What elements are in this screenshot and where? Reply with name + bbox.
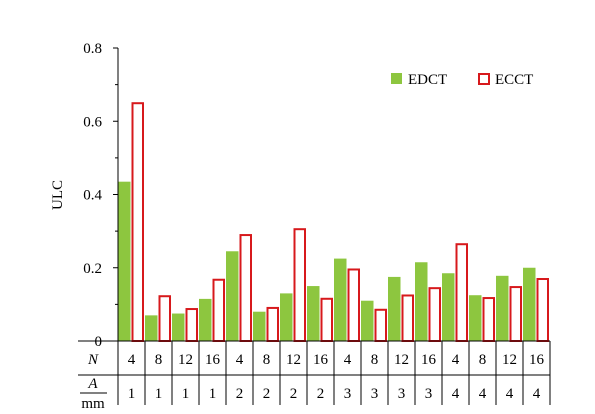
- category-n-label: 8: [479, 352, 487, 368]
- y-tick-label: 0.4: [83, 188, 102, 204]
- category-a-label: 2: [290, 386, 298, 402]
- y-tick-label: 0.8: [83, 41, 102, 57]
- bar-edct: [307, 286, 320, 341]
- bar-edct: [469, 295, 482, 341]
- bar-edct: [496, 275, 509, 341]
- category-a-label: 1: [155, 386, 163, 402]
- bar-ecct: [536, 278, 549, 343]
- category-a-label: 4: [479, 386, 487, 402]
- category-a-label: 4: [533, 386, 541, 402]
- category-n-label: 12: [286, 352, 301, 368]
- bar-edct: [523, 267, 536, 341]
- bar-ecct: [428, 287, 441, 343]
- category-a-label: 2: [236, 386, 244, 402]
- category-n-label: 16: [421, 352, 437, 368]
- category-n-label: 12: [394, 352, 409, 368]
- row-label-a-unit: mm: [81, 396, 105, 412]
- bar-ecct: [455, 243, 468, 342]
- bar-ecct: [212, 278, 225, 342]
- category-table: 4 1 8 1 12 1 16 1 4 2 8 2 12 2 16 2 4 3 8 3 12 3 16 3 4 4 8 4 12 4 16 4…: [78, 340, 551, 412]
- category-a-label: 1: [209, 386, 217, 402]
- bar-edct: [226, 251, 239, 341]
- category-a-label: 2: [263, 386, 271, 402]
- category-n-label: 12: [178, 352, 193, 368]
- bar-ecct: [266, 306, 279, 342]
- bar-ecct: [374, 308, 387, 342]
- category-a-label: 1: [182, 386, 190, 402]
- bar-ecct: [320, 297, 333, 342]
- category-a-label: 2: [317, 386, 325, 402]
- category-n-label: 16: [313, 352, 329, 368]
- category-n-label: 8: [371, 352, 379, 368]
- bar-edct: [145, 315, 158, 341]
- legend-swatch-ecct: [478, 73, 490, 85]
- category-a-label: 3: [398, 386, 406, 402]
- bar-ecct: [158, 295, 171, 342]
- category-n-label: 16: [205, 352, 221, 368]
- category-n-label: 12: [502, 352, 517, 368]
- bar-edct: [361, 300, 374, 341]
- bar-ecct: [239, 234, 252, 342]
- category-a-label: 1: [128, 386, 136, 402]
- category-n-label: 8: [263, 352, 271, 368]
- bar-ecct: [293, 228, 306, 343]
- category-n-label: 4: [236, 352, 244, 368]
- category-a-label: 3: [344, 386, 352, 402]
- legend-label-edct: EDCT: [408, 72, 447, 88]
- bar-edct: [253, 311, 266, 341]
- category-n-label: 4: [344, 352, 352, 368]
- bar-ecct: [482, 297, 495, 342]
- bar-edct: [280, 293, 293, 341]
- y-tick-label: 0.6: [83, 114, 102, 130]
- bar-ecct: [509, 286, 522, 342]
- legend: EDCT ECCT: [391, 72, 533, 88]
- y-ticks: 0.8 0.6 0.4 0.2 0: [83, 41, 118, 350]
- category-a-label: 4: [506, 386, 514, 402]
- category-n-label: 16: [529, 352, 545, 368]
- y-axis-label: ULC: [50, 180, 66, 210]
- y-tick-label: 0.2: [83, 261, 102, 277]
- category-n-label: 4: [452, 352, 460, 368]
- y-tick-label: 0: [95, 334, 103, 350]
- bar-edct: [442, 273, 455, 341]
- legend-label-ecct: ECCT: [495, 72, 533, 88]
- bar-edct: [388, 276, 401, 341]
- category-a-label: 4: [452, 386, 460, 402]
- category-a-label: 3: [425, 386, 433, 402]
- bar-edct: [415, 262, 428, 341]
- bar-ecct: [185, 308, 198, 343]
- bar-ecct: [131, 102, 144, 342]
- category-n-label: 8: [155, 352, 163, 368]
- bar-edct: [334, 258, 347, 341]
- bar-ecct: [347, 268, 360, 343]
- category-n-label: 4: [128, 352, 136, 368]
- bar-edct: [172, 313, 185, 341]
- legend-swatch-edct: [391, 73, 402, 84]
- row-label-a: A: [87, 376, 98, 392]
- category-a-label: 3: [371, 386, 379, 402]
- bar-edct: [199, 298, 212, 341]
- bars-layer: [118, 102, 549, 343]
- bar-edct: [118, 181, 131, 341]
- bar-ecct: [401, 294, 414, 342]
- row-label-n: N: [87, 352, 99, 368]
